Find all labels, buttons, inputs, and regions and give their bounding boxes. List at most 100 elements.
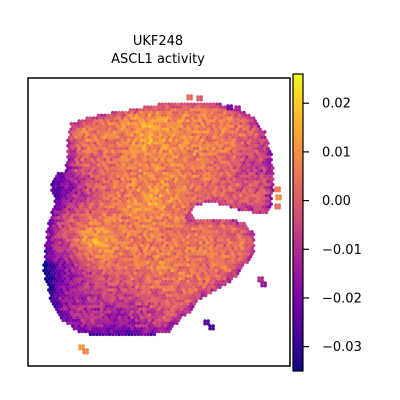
tissue-spot bbox=[138, 146, 142, 151]
tissue-spot bbox=[63, 227, 67, 231]
tissue-spot bbox=[58, 263, 62, 267]
tissue-spot bbox=[146, 304, 150, 309]
tissue-spot bbox=[79, 254, 83, 259]
tissue-spot bbox=[247, 246, 251, 251]
tissue-spot bbox=[199, 218, 203, 223]
tissue-spot bbox=[106, 180, 110, 184]
tissue-spot bbox=[234, 130, 238, 134]
tissue-spot bbox=[259, 180, 264, 184]
tissue-spot bbox=[120, 299, 125, 303]
tissue-spot bbox=[215, 191, 219, 195]
tissue-spot bbox=[143, 194, 147, 198]
tissue-spot bbox=[151, 174, 155, 179]
tissue-spot bbox=[173, 185, 177, 190]
tissue-spot bbox=[109, 291, 113, 295]
tissue-spot bbox=[58, 307, 62, 312]
tissue-spot bbox=[155, 188, 160, 192]
tissue-spot bbox=[197, 271, 201, 276]
tissue-spot bbox=[165, 194, 169, 198]
tissue-spot bbox=[128, 307, 133, 312]
tissue-spot bbox=[200, 199, 205, 204]
tissue-spot bbox=[203, 319, 207, 323]
tissue-spot bbox=[95, 227, 99, 231]
tissue-spot bbox=[96, 163, 101, 168]
tissue-spot bbox=[155, 121, 160, 126]
tissue-spot bbox=[56, 288, 61, 292]
tissue-spot bbox=[107, 271, 112, 276]
tissue-spot bbox=[91, 310, 96, 314]
tissue-spot bbox=[122, 224, 126, 228]
tissue-spot bbox=[83, 196, 88, 201]
tissue-spot bbox=[191, 171, 195, 176]
tissue-spot bbox=[251, 182, 256, 187]
tissue-spot bbox=[130, 155, 134, 159]
tissue-spot bbox=[235, 205, 240, 209]
tissue-spot bbox=[227, 185, 232, 190]
tissue-spot bbox=[250, 152, 254, 156]
tissue-spot bbox=[99, 318, 104, 323]
tissue-spot bbox=[120, 321, 125, 325]
tissue-spot bbox=[162, 166, 166, 170]
tissue-spot bbox=[139, 171, 144, 176]
tissue-spot bbox=[82, 138, 86, 143]
tissue-spot bbox=[93, 180, 97, 184]
tissue-spot bbox=[53, 238, 57, 242]
tissue-spot bbox=[210, 116, 214, 120]
tissue-spot bbox=[202, 157, 206, 162]
tissue-spot bbox=[95, 182, 99, 187]
tissue-spot bbox=[210, 194, 214, 198]
tissue-spot bbox=[167, 291, 171, 295]
tissue-spot bbox=[114, 232, 118, 237]
tissue-spot bbox=[90, 329, 94, 334]
tissue-spot bbox=[47, 232, 51, 237]
tissue-spot bbox=[157, 318, 161, 323]
tissue-spot bbox=[117, 171, 121, 176]
tissue-spot bbox=[155, 177, 160, 181]
tissue-spot bbox=[119, 163, 123, 168]
tissue-spot bbox=[181, 116, 185, 120]
tissue-spot bbox=[87, 163, 91, 168]
tissue-spot bbox=[101, 210, 105, 215]
tissue-spot bbox=[133, 110, 137, 115]
tissue-spot bbox=[187, 127, 192, 131]
tissue-spot bbox=[187, 260, 192, 265]
tissue-spot bbox=[56, 282, 61, 287]
tissue-spot bbox=[167, 302, 171, 306]
tissue-spot bbox=[183, 230, 187, 234]
tissue-spot bbox=[278, 197, 282, 201]
tissue-spot bbox=[82, 177, 86, 181]
tissue-spot bbox=[189, 119, 193, 123]
tissue-spot bbox=[195, 230, 200, 234]
tissue-spot bbox=[63, 188, 67, 192]
tissue-spot bbox=[178, 293, 182, 298]
tissue-spot bbox=[88, 238, 93, 242]
tissue-spot bbox=[71, 246, 75, 251]
tissue-spot bbox=[88, 221, 93, 226]
tissue-spot bbox=[240, 196, 245, 201]
tissue-spot bbox=[74, 313, 78, 317]
tissue-spot bbox=[115, 313, 120, 317]
tissue-spot bbox=[211, 263, 216, 267]
tissue-spot bbox=[179, 263, 184, 267]
tissue-spot bbox=[51, 257, 56, 262]
tissue-spot bbox=[240, 174, 245, 179]
tissue-spot bbox=[98, 194, 102, 198]
tissue-spot bbox=[87, 324, 91, 328]
tissue-spot bbox=[138, 119, 142, 123]
tissue-spot bbox=[117, 166, 121, 170]
tissue-spot bbox=[66, 315, 70, 320]
tissue-spot bbox=[202, 146, 206, 151]
tissue-spot bbox=[208, 152, 213, 156]
tissue-spot bbox=[179, 252, 184, 256]
tissue-spot bbox=[189, 279, 193, 284]
tissue-spot bbox=[245, 254, 249, 259]
tissue-spot bbox=[78, 344, 82, 348]
tissue-spot bbox=[96, 279, 101, 284]
tissue-spot bbox=[239, 166, 243, 170]
tissue-spot bbox=[107, 249, 112, 253]
tissue-spot bbox=[96, 135, 101, 140]
tissue-spot bbox=[160, 291, 165, 295]
tissue-spot bbox=[247, 135, 251, 140]
tissue-spot bbox=[159, 299, 163, 303]
tissue-spot bbox=[216, 160, 221, 165]
